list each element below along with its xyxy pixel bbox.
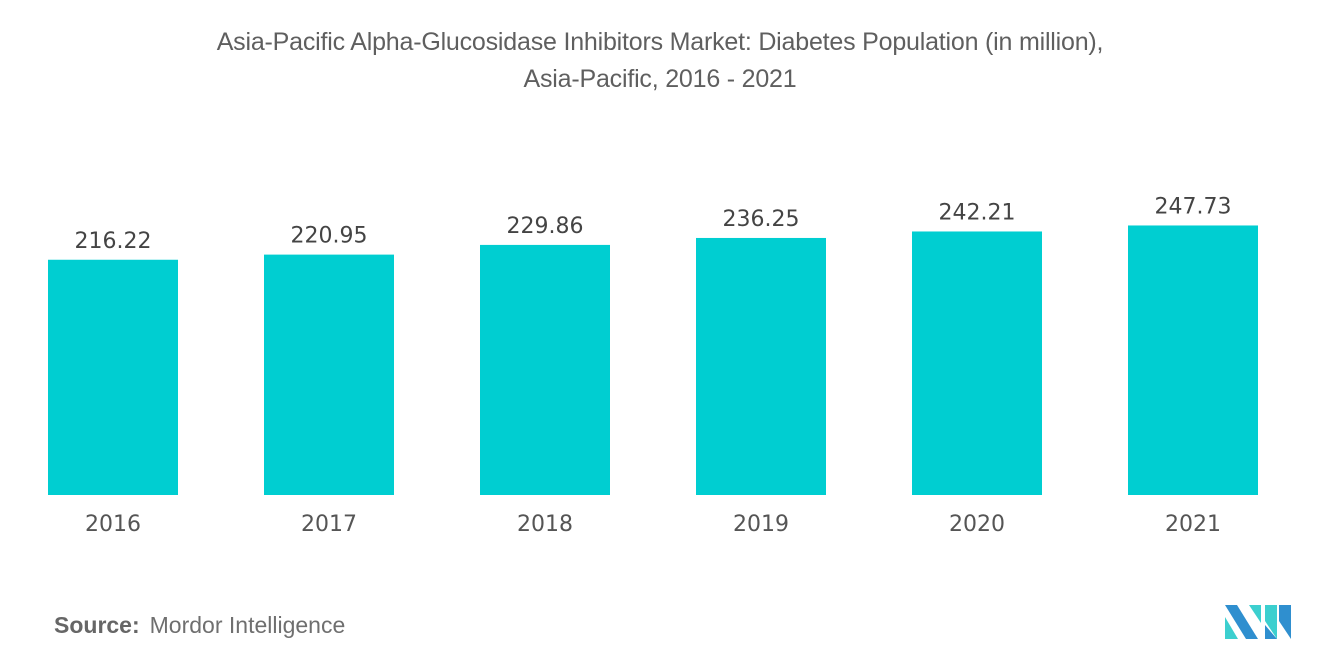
chart-title-line-1: Asia-Pacific Alpha-Glucosidase Inhibitor…: [216, 28, 1104, 56]
bar-2016: [48, 259, 178, 495]
value-label-2019: 236.25: [723, 207, 800, 232]
x-tick-label-2016: 2016: [85, 512, 141, 537]
value-label-2016: 216.22: [75, 229, 152, 254]
x-tick-label-2020: 2020: [949, 512, 1005, 537]
x-tick-label-2021: 2021: [1165, 512, 1221, 537]
chart-title: Asia-Pacific Alpha-Glucosidase Inhibitor…: [0, 24, 1320, 98]
logo-shape-right-dark-2: [1265, 625, 1277, 639]
source-text: Mordor Intelligence: [149, 612, 346, 638]
mordor-intelligence-logo-icon: [1225, 605, 1291, 639]
value-label-2017: 220.95: [291, 224, 368, 249]
logo-shape-right-light: [1265, 605, 1277, 639]
chart-title-line-2: Asia-Pacific, 2016 - 2021: [523, 65, 797, 93]
bar-2020: [912, 231, 1042, 495]
bar-2019: [696, 237, 826, 495]
bars-group: [48, 225, 1258, 495]
source-note: Source: Mordor Intelligence: [54, 612, 345, 639]
value-label-2021: 247.73: [1155, 194, 1232, 219]
logo-shape-mid-light: [1249, 605, 1261, 623]
source-label: Source:: [54, 612, 140, 638]
value-label-2020: 242.21: [939, 200, 1016, 225]
bar-2017: [264, 254, 394, 495]
bar-2018: [480, 244, 610, 495]
value-labels-group: 216.22 220.95 229.86 236.25 242.21 247.73: [75, 194, 1232, 253]
bar-2021: [1128, 225, 1258, 495]
x-axis-labels-group: 2016 2017 2018 2019 2020 2021: [85, 512, 1221, 537]
x-tick-label-2018: 2018: [517, 512, 573, 537]
logo-shape-left-dark: [1225, 605, 1258, 639]
value-label-2018: 229.86: [507, 214, 584, 239]
logo-shape-left-light: [1225, 617, 1238, 639]
x-tick-label-2017: 2017: [301, 512, 357, 537]
x-tick-label-2019: 2019: [733, 512, 789, 537]
logo-shape-right-dark: [1279, 605, 1291, 639]
